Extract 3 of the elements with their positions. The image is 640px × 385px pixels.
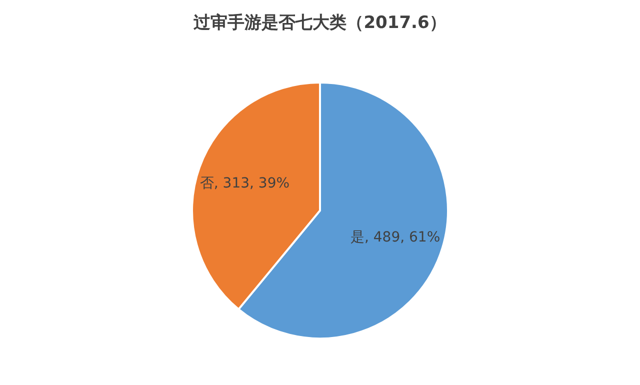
chart-title: 过审手游是否七大类（2017.6） <box>192 13 446 33</box>
slice-label: 是, 489, 61% <box>350 230 440 246</box>
slice-label: 否, 313, 39% <box>200 175 290 192</box>
